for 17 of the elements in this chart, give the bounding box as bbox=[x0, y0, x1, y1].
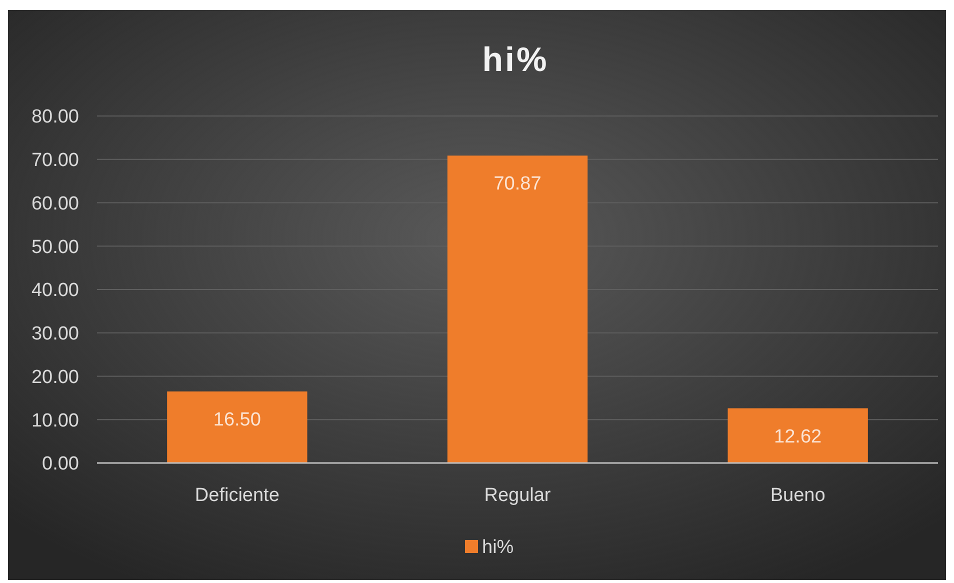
y-tick-label: 20.00 bbox=[31, 366, 79, 388]
data-label: 16.50 bbox=[213, 409, 261, 430]
data-label: 70.87 bbox=[494, 174, 542, 195]
y-tick-label: 50.00 bbox=[31, 236, 79, 258]
legend-label: hi% bbox=[482, 537, 514, 558]
chart-title: hi% bbox=[482, 41, 549, 79]
data-label: 12.62 bbox=[774, 426, 822, 448]
y-tick-label: 80.00 bbox=[31, 106, 79, 128]
y-tick-label: 70.00 bbox=[31, 150, 79, 172]
x-tick-label: Bueno bbox=[770, 485, 826, 506]
y-tick-label: 60.00 bbox=[31, 193, 79, 214]
x-tick-label: Deficiente bbox=[194, 485, 280, 506]
y-tick-label: 0.00 bbox=[42, 454, 79, 475]
y-tick-label: 30.00 bbox=[31, 324, 79, 345]
y-tick-label: 40.00 bbox=[31, 280, 79, 302]
x-tick-label: Regular bbox=[484, 485, 552, 506]
y-tick-label: 10.00 bbox=[31, 410, 79, 432]
